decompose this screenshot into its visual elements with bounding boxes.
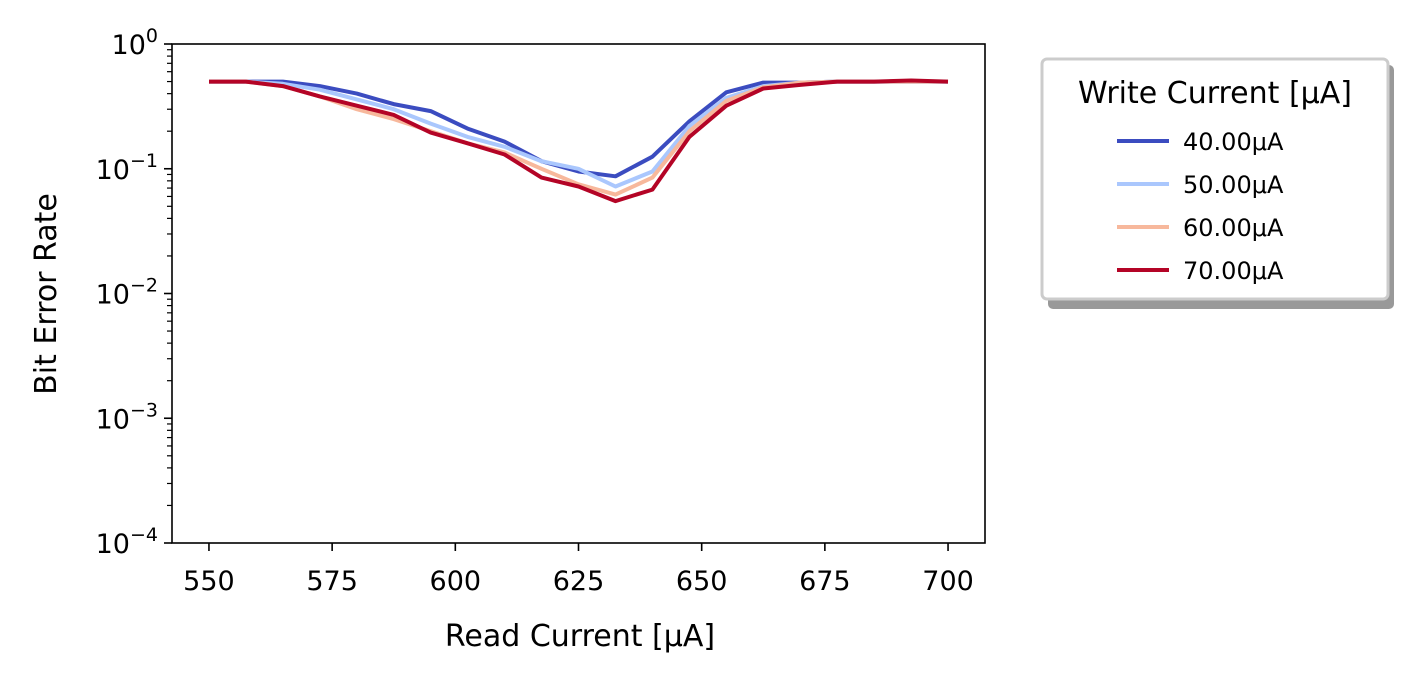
plot-frame	[171, 43, 986, 544]
legend-label: 60.00μA	[1183, 214, 1284, 242]
y-tick-label: 100	[112, 25, 158, 61]
x-tick-label: 575	[306, 566, 358, 597]
legend-label: 40.00μA	[1183, 128, 1284, 156]
legend-label: 50.00μA	[1183, 171, 1284, 199]
series-line-4	[209, 78, 949, 204]
y-axis: 10−4 10−3 10−2 10−1 100	[96, 25, 172, 560]
x-tick-label: 675	[799, 566, 851, 597]
x-tick-label: 600	[430, 566, 482, 597]
x-tick-label: 550	[183, 566, 235, 597]
y-tick-label: 10−1	[96, 150, 158, 186]
legend: Write Current [μA] 40.00μA 50.00μA 60.00μA…	[1040, 57, 1394, 309]
x-tick-label: 650	[676, 566, 728, 597]
legend-title: Write Current [μA]	[1078, 76, 1352, 111]
series-line-3	[209, 79, 948, 197]
legend-items: 40.00μA 50.00μA 60.00μA 70.00μA	[1117, 128, 1284, 285]
y-axis-label: Bit Error Rate	[29, 193, 64, 395]
x-tick-label: 700	[922, 566, 974, 597]
x-axis-label: Read Current [μA]	[445, 619, 715, 654]
y-tick-label: 10−4	[96, 524, 158, 560]
legend-box	[1040, 57, 1390, 301]
x-axis: 550 575 600 625 650 675 700	[183, 543, 974, 597]
x-tick-label: 625	[553, 566, 605, 597]
y-tick-label: 10−3	[96, 399, 158, 435]
legend-label: 70.00μA	[1183, 257, 1284, 285]
y-tick-label: 10−2	[96, 275, 158, 311]
plot-lines	[209, 78, 949, 204]
